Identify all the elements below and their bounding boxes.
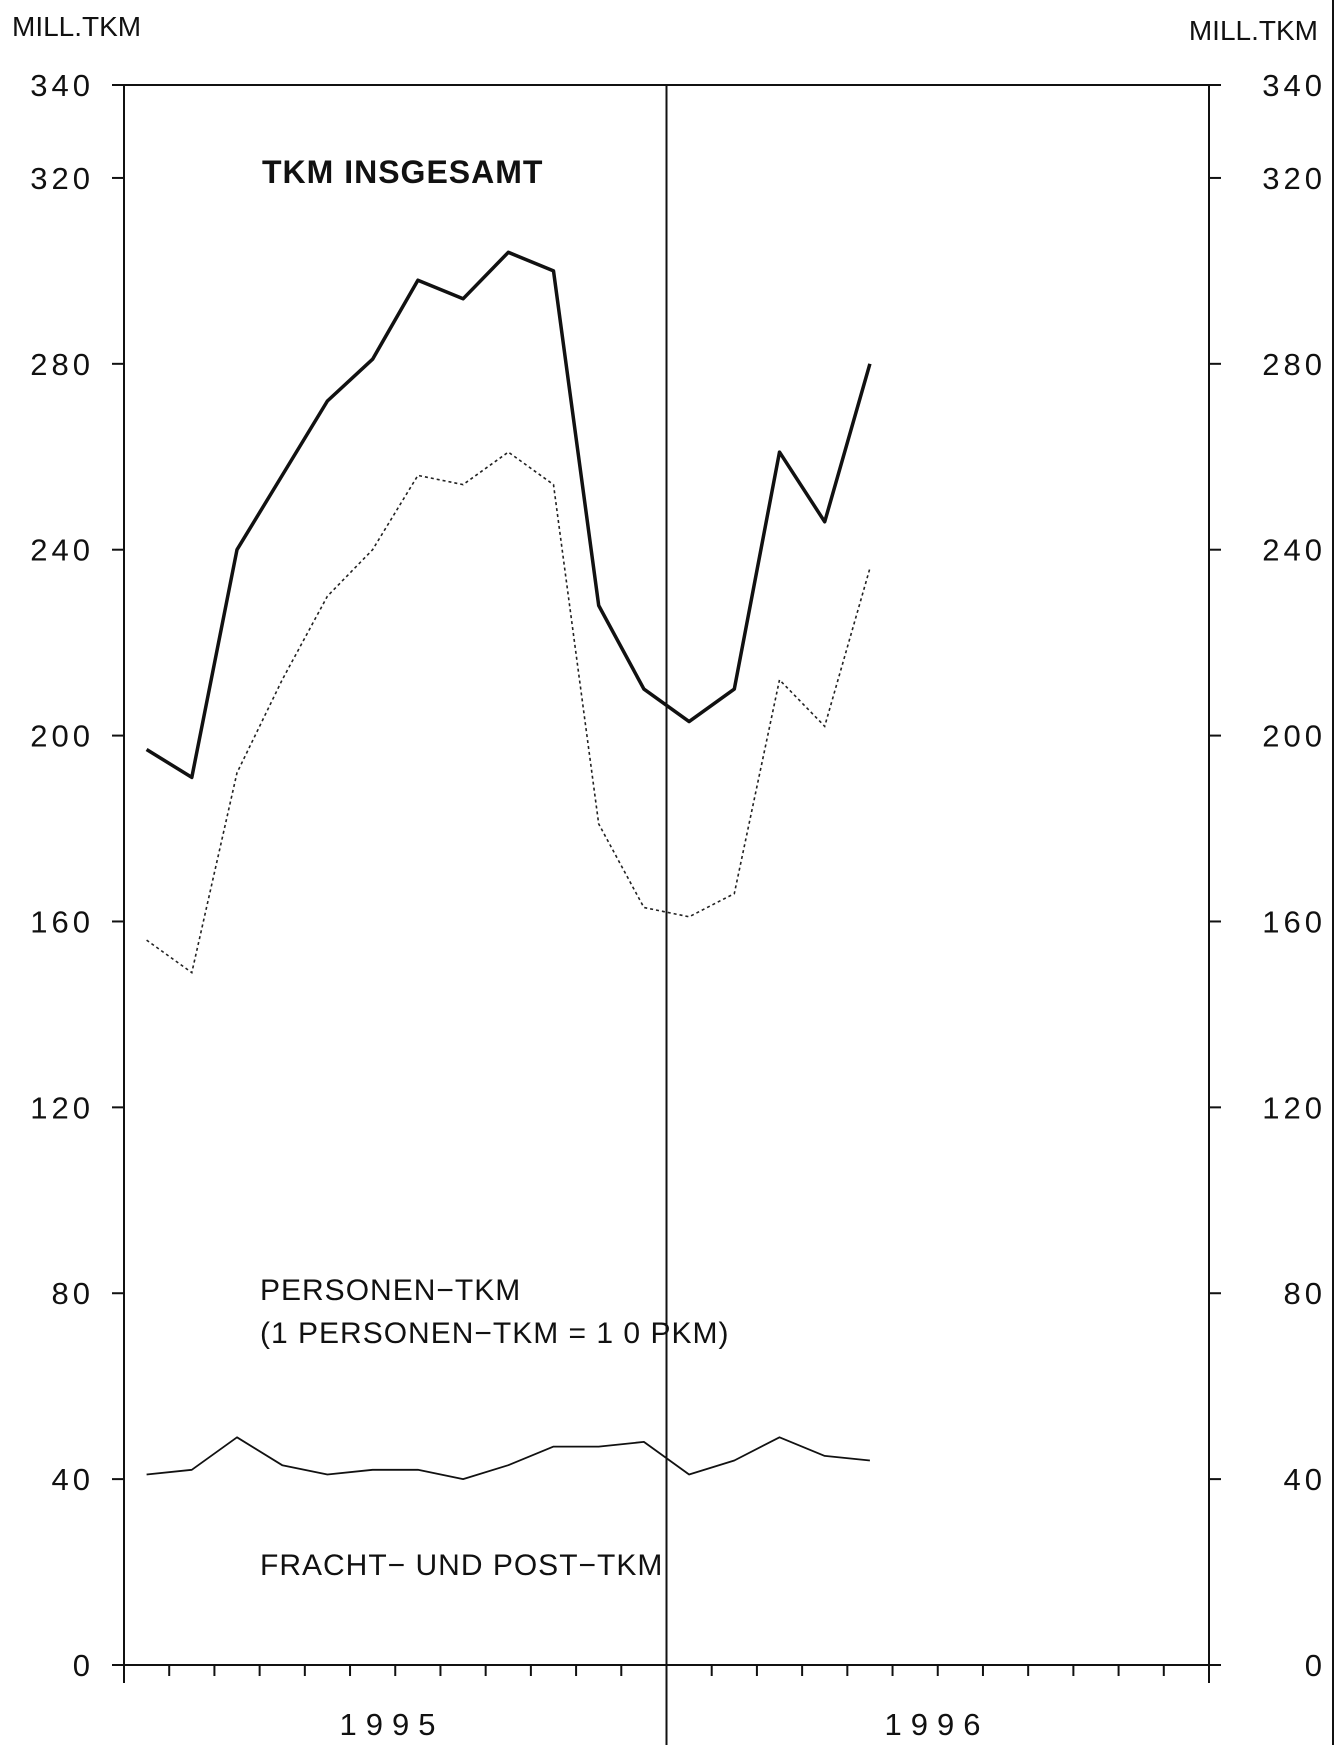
y-tick-label-right: 320 bbox=[1262, 161, 1326, 196]
y-tick-label-right: 40 bbox=[1284, 1462, 1326, 1497]
y-tick-label-right: 80 bbox=[1284, 1276, 1326, 1311]
annotation-personen-definition: (1 PERSONEN−TKM = 1 0 PKM) bbox=[260, 1317, 729, 1350]
y-tick-label-left: 280 bbox=[30, 347, 94, 382]
y-tick-label-right: 120 bbox=[1262, 1090, 1326, 1125]
y-tick-label-right: 280 bbox=[1262, 347, 1326, 382]
axis-labels: 0 0 40 40 80 80 120 120 160 160 200 200 240 240 280 280… bbox=[30, 68, 1326, 1683]
annotation-personen-tkm: PERSONEN−TKM bbox=[260, 1274, 521, 1307]
left-axis-unit-label: MILL.TKM bbox=[12, 11, 141, 42]
right-axis-unit-label: MILL.TKM bbox=[1189, 15, 1318, 46]
y-tick-label-right: 200 bbox=[1262, 719, 1326, 754]
series-line-personen-tkm bbox=[146, 451, 871, 974]
y-tick-label-left: 240 bbox=[30, 533, 94, 568]
chart-frame bbox=[123, 0, 1334, 1745]
x-label-1995: 1995 bbox=[340, 1707, 445, 1742]
y-tick-label-left: 160 bbox=[30, 904, 94, 939]
y-tick-label-left: 40 bbox=[52, 1462, 94, 1497]
axis-ticks bbox=[112, 84, 1221, 1683]
y-tick-label-right: 160 bbox=[1262, 904, 1326, 939]
y-tick-label-right: 340 bbox=[1262, 68, 1326, 103]
y-tick-label-left: 320 bbox=[30, 161, 94, 196]
y-tick-label-left: 200 bbox=[30, 719, 94, 754]
y-tick-label-left: 340 bbox=[30, 68, 94, 103]
x-label-1996: 1996 bbox=[885, 1707, 990, 1742]
y-tick-label-left: 80 bbox=[52, 1276, 94, 1311]
y-tick-label-right: 240 bbox=[1262, 533, 1326, 568]
annotation-fracht-post-tkm: FRACHT− UND POST−TKM bbox=[260, 1549, 663, 1582]
series-line-fracht-post-tkm bbox=[146, 1436, 870, 1480]
series-line-tkm-insgesamt bbox=[145, 250, 872, 780]
series-lines bbox=[145, 250, 872, 1480]
y-tick-label-right: 0 bbox=[1305, 1648, 1326, 1683]
y-tick-label-left: 120 bbox=[30, 1090, 94, 1125]
annotation-total-tkm: TKM INSGESAMT bbox=[262, 154, 543, 190]
y-tick-label-left: 0 bbox=[73, 1648, 94, 1683]
